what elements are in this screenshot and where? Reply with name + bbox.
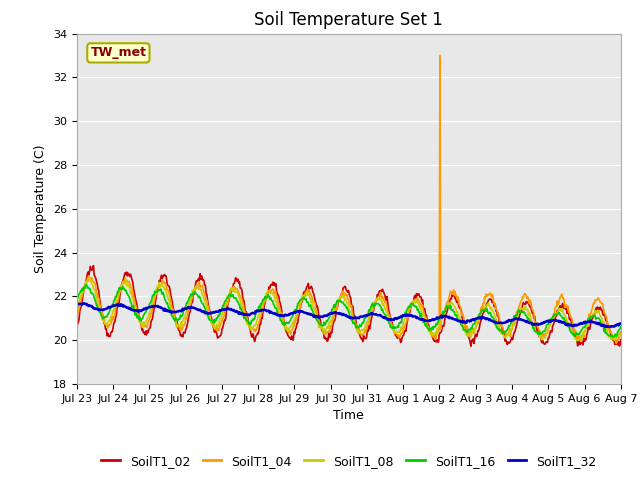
- SoilT1_08: [416, 305, 424, 311]
- SoilT1_08: [223, 293, 231, 299]
- SoilT1_02: [90, 263, 97, 269]
- SoilT1_08: [617, 331, 625, 336]
- SoilT1_08: [73, 307, 81, 313]
- SoilT1_16: [431, 324, 439, 330]
- SoilT1_08: [195, 286, 202, 292]
- SoilT1_04: [194, 282, 202, 288]
- Line: SoilT1_08: SoilT1_08: [77, 277, 621, 341]
- SoilT1_16: [195, 295, 202, 300]
- SoilT1_04: [73, 315, 81, 321]
- Title: Soil Temperature Set 1: Soil Temperature Set 1: [254, 11, 444, 29]
- SoilT1_32: [84, 302, 92, 308]
- SoilT1_32: [617, 321, 625, 326]
- SoilT1_04: [431, 332, 438, 337]
- SoilT1_04: [83, 279, 90, 285]
- X-axis label: Time: Time: [333, 409, 364, 422]
- SoilT1_04: [612, 341, 620, 347]
- SoilT1_08: [83, 279, 90, 285]
- SoilT1_02: [195, 276, 202, 281]
- SoilT1_08: [85, 275, 93, 280]
- SoilT1_04: [415, 298, 422, 304]
- SoilT1_08: [140, 323, 147, 328]
- SoilT1_04: [223, 302, 230, 308]
- SoilT1_04: [617, 330, 625, 336]
- SoilT1_08: [431, 330, 439, 336]
- SoilT1_16: [223, 295, 231, 301]
- SoilT1_32: [140, 307, 147, 312]
- SoilT1_32: [223, 305, 231, 311]
- SoilT1_32: [73, 301, 81, 307]
- SoilT1_02: [431, 339, 439, 345]
- SoilT1_02: [223, 304, 231, 310]
- SoilT1_16: [83, 282, 90, 288]
- SoilT1_02: [73, 325, 81, 331]
- Text: TW_met: TW_met: [90, 47, 147, 60]
- SoilT1_02: [140, 330, 147, 336]
- Line: SoilT1_04: SoilT1_04: [77, 56, 621, 344]
- SoilT1_32: [431, 316, 439, 322]
- SoilT1_04: [139, 324, 147, 330]
- SoilT1_32: [416, 316, 424, 322]
- SoilT1_16: [617, 324, 625, 329]
- SoilT1_32: [80, 300, 88, 306]
- SoilT1_16: [140, 312, 147, 318]
- SoilT1_16: [73, 296, 81, 302]
- SoilT1_02: [467, 344, 475, 349]
- SoilT1_16: [84, 285, 92, 291]
- SoilT1_08: [573, 338, 580, 344]
- SoilT1_32: [195, 307, 202, 313]
- Line: SoilT1_16: SoilT1_16: [77, 285, 621, 337]
- SoilT1_32: [601, 324, 609, 330]
- SoilT1_02: [416, 293, 424, 299]
- SoilT1_02: [83, 276, 90, 281]
- SoilT1_04: [436, 53, 444, 59]
- SoilT1_16: [416, 309, 424, 315]
- Legend: SoilT1_02, SoilT1_04, SoilT1_08, SoilT1_16, SoilT1_32: SoilT1_02, SoilT1_04, SoilT1_08, SoilT1_…: [96, 450, 602, 473]
- Y-axis label: Soil Temperature (C): Soil Temperature (C): [35, 144, 47, 273]
- Line: SoilT1_32: SoilT1_32: [77, 303, 621, 327]
- SoilT1_02: [617, 337, 625, 343]
- Line: SoilT1_02: SoilT1_02: [77, 266, 621, 347]
- SoilT1_16: [609, 335, 616, 340]
